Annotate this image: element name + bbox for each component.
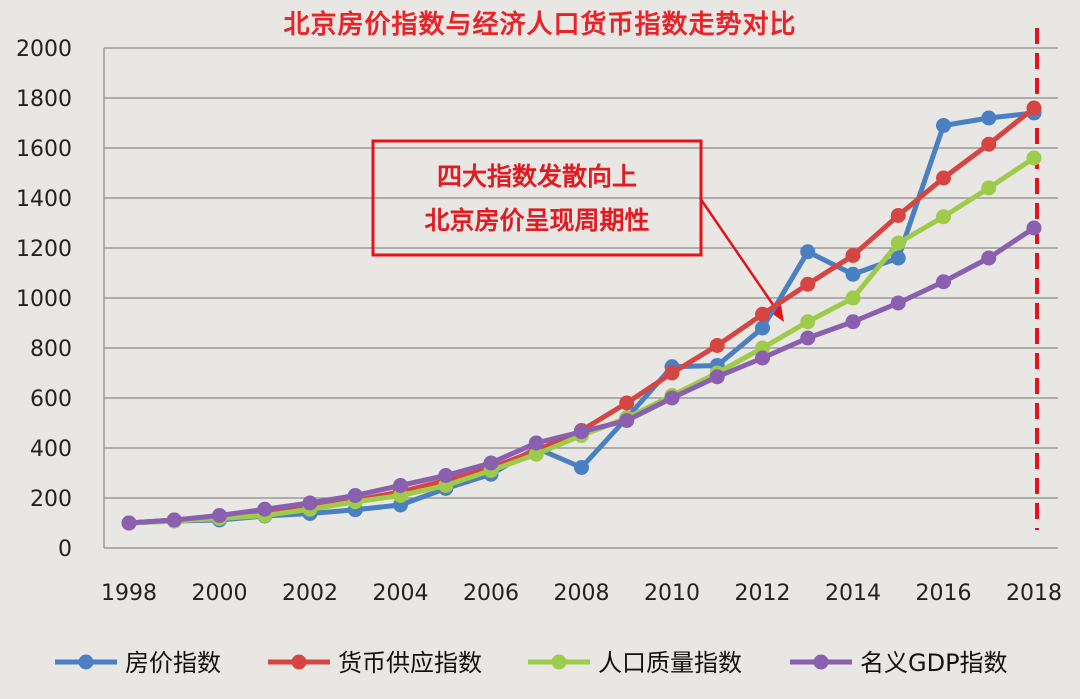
data-point — [755, 350, 770, 366]
legend-label: 货币供应指数 — [338, 649, 482, 677]
annotation-arrowhead — [770, 305, 784, 322]
data-point — [890, 295, 906, 311]
annotation-text: 四大指数发散向上 — [437, 162, 637, 191]
data-point — [619, 413, 635, 428]
annotation-arrow — [698, 197, 780, 313]
data-point — [574, 424, 589, 440]
data-point — [981, 110, 997, 126]
data-point — [800, 330, 816, 346]
x-tick-label: 1998 — [101, 581, 157, 606]
data-point — [664, 365, 680, 381]
data-point — [936, 118, 951, 133]
x-tick-label: 2018 — [1006, 581, 1062, 606]
y-tick-label: 1800 — [16, 87, 72, 112]
data-point — [257, 501, 273, 517]
data-point — [845, 290, 861, 306]
y-tick-label: 1600 — [16, 137, 72, 162]
data-point — [800, 314, 816, 330]
data-point — [936, 274, 951, 290]
y-tick-label: 800 — [30, 337, 72, 362]
data-point — [347, 488, 363, 503]
y-tick-label: 600 — [30, 387, 72, 412]
data-point — [528, 446, 544, 462]
x-tick-label: 2014 — [825, 581, 881, 606]
y-tick-label: 1400 — [16, 187, 72, 212]
data-point — [890, 235, 906, 251]
data-point — [121, 515, 137, 531]
legend-label: 房价指数 — [125, 649, 221, 677]
data-point — [981, 136, 997, 152]
data-point — [709, 338, 725, 353]
data-point — [166, 512, 182, 528]
data-point — [890, 250, 906, 266]
y-tick-label: 2000 — [16, 37, 72, 62]
y-tick-label: 200 — [30, 487, 72, 512]
data-point — [664, 390, 680, 406]
data-point — [574, 460, 589, 475]
y-tick-label: 0 — [58, 537, 72, 562]
legend-marker — [78, 654, 94, 670]
data-point — [890, 208, 906, 223]
legend-marker — [551, 654, 567, 670]
annotation-text: 北京房价呈现周期性 — [424, 206, 649, 235]
data-point — [845, 266, 861, 282]
data-point — [845, 248, 861, 263]
data-point — [755, 320, 770, 336]
x-tick-label: 2006 — [463, 581, 519, 606]
data-point — [393, 478, 408, 493]
data-point — [981, 180, 997, 196]
data-point — [800, 276, 816, 292]
x-tick-label: 2004 — [373, 581, 429, 606]
data-point — [528, 435, 544, 451]
series-line — [128, 225, 1036, 526]
data-point — [709, 369, 725, 385]
x-tick-label: 2000 — [192, 581, 248, 606]
data-point — [619, 395, 635, 411]
legend-marker — [813, 654, 829, 670]
legend-marker — [291, 654, 307, 670]
data-point — [936, 209, 951, 225]
data-point — [212, 508, 227, 523]
x-tick-label: 2012 — [735, 581, 791, 606]
x-tick-label: 2002 — [282, 581, 338, 606]
y-tick-label: 1200 — [16, 237, 72, 262]
data-point — [936, 170, 951, 186]
x-tick-label: 2016 — [916, 581, 972, 606]
legend-label: 名义GDP指数 — [860, 649, 1008, 677]
data-point — [1026, 150, 1042, 166]
chart-title: 北京房价指数与经济人口货币指数走势对比 — [283, 10, 797, 40]
data-point — [845, 314, 861, 330]
data-point — [438, 468, 454, 483]
x-tick-label: 2008 — [554, 581, 610, 606]
data-point — [800, 244, 816, 260]
legend-label: 人口质量指数 — [598, 649, 742, 677]
data-point — [755, 306, 770, 322]
data-point — [981, 250, 997, 266]
data-point — [1026, 220, 1042, 236]
data-point — [302, 495, 318, 511]
y-tick-label: 1000 — [16, 287, 72, 312]
data-point — [483, 455, 499, 471]
x-tick-label: 2010 — [644, 581, 700, 606]
y-tick-label: 400 — [30, 437, 72, 462]
data-point — [1026, 100, 1042, 116]
